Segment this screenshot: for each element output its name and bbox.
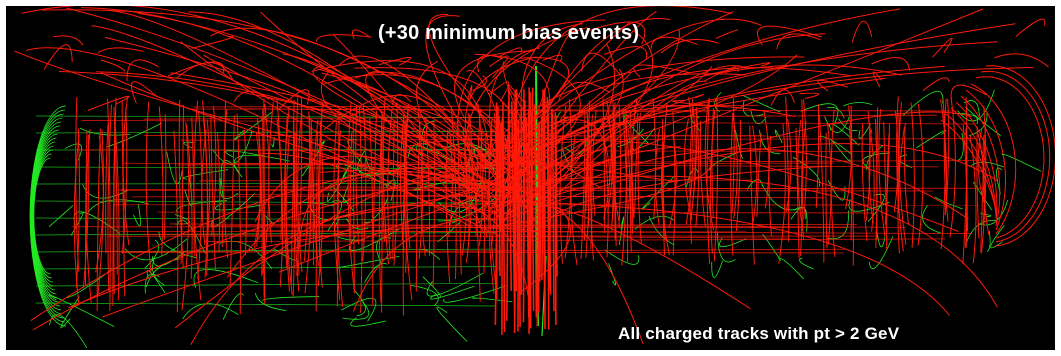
- event-display: (+30 minimum bias events) All charged tr…: [6, 6, 1055, 350]
- track-cut-caption: All charged tracks with pt > 2 GeV: [618, 324, 900, 343]
- track-visualization: [14, 6, 1055, 349]
- pileup-caption: (+30 minimum bias events): [378, 22, 640, 44]
- primary-track-layer: [14, 6, 1055, 345]
